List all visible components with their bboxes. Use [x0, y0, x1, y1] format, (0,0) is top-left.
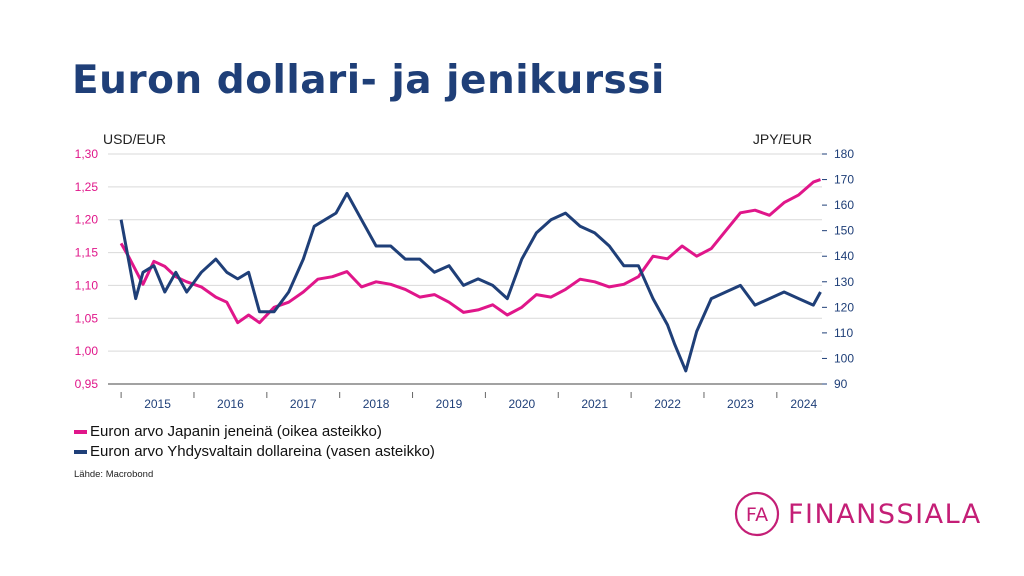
grid-lines: [108, 153, 822, 385]
legend-label-usd: Euron arvo Yhdysvaltain dollareina (vase…: [90, 443, 435, 460]
right-tick-label: 120: [834, 300, 854, 314]
finanssiala-logo: FA FINANSSIALA: [734, 491, 982, 537]
page-title: Euron dollari- ja jenikurssi: [72, 58, 665, 103]
left-tick-label: 1,10: [75, 278, 99, 292]
x-tick-label: 2015: [144, 397, 171, 411]
right-axis-label: JPY/EUR: [753, 131, 812, 147]
right-tick-label: 180: [834, 147, 854, 161]
logo-text: FINANSSIALA: [788, 498, 982, 530]
series-line-jpy: [119, 178, 821, 325]
source-note: Lähde: Macrobond: [74, 469, 154, 480]
x-axis: 2015 2016 2017 2018 2019 2020 2021 2022 2023 2024: [108, 383, 822, 411]
left-tick-label: 1,00: [75, 344, 99, 358]
x-tick-label: 2017: [290, 397, 317, 411]
right-tick-label: 110: [834, 326, 853, 340]
x-tick-label: 2022: [654, 397, 681, 411]
left-axis-ticks: 1,30 1,25 1,20 1,15 1,10 1,05 1,00 0,95: [75, 147, 99, 391]
left-axis-label: USD/EUR: [103, 131, 166, 147]
x-tick-label: 2019: [436, 397, 463, 411]
fa-monogram-icon: FA: [734, 491, 780, 537]
right-tick-label: 140: [834, 249, 854, 263]
left-tick-label: 1,15: [75, 246, 99, 260]
left-tick-label: 1,05: [75, 311, 99, 325]
right-tick-label: 130: [834, 275, 854, 289]
x-tick-label: 2016: [217, 397, 244, 411]
right-axis-ticks: 180 170 160 150 140 130 120 110 100 90: [822, 147, 854, 391]
series-line-usd: [119, 191, 822, 373]
right-tick-label: 160: [834, 198, 854, 212]
legend-swatch-usd: [74, 449, 87, 454]
left-tick-label: 0,95: [75, 377, 99, 391]
x-tick-label: 2018: [363, 397, 390, 411]
x-tick-label: 2023: [727, 397, 754, 411]
legend-item-jpy: Euron arvo Japanin jeneinä (oikea asteik…: [74, 423, 382, 440]
legend-label-jpy: Euron arvo Japanin jeneinä (oikea asteik…: [90, 423, 382, 440]
right-tick-label: 170: [834, 173, 854, 187]
legend-item-usd: Euron arvo Yhdysvaltain dollareina (vase…: [74, 443, 435, 460]
left-tick-label: 1,30: [75, 147, 99, 161]
left-tick-label: 1,25: [75, 180, 99, 194]
x-tick-label: 2024: [790, 397, 817, 411]
right-tick-label: 150: [834, 224, 854, 238]
left-tick-label: 1,20: [75, 213, 99, 227]
fa-monogram-text: FA: [746, 504, 768, 526]
series-lines: [119, 178, 822, 373]
legend-swatch-jpy: [74, 429, 87, 434]
x-tick-label: 2020: [508, 397, 535, 411]
x-tick-label: 2021: [581, 397, 608, 411]
right-tick-label: 100: [834, 351, 854, 365]
right-tick-label: 90: [834, 377, 848, 391]
